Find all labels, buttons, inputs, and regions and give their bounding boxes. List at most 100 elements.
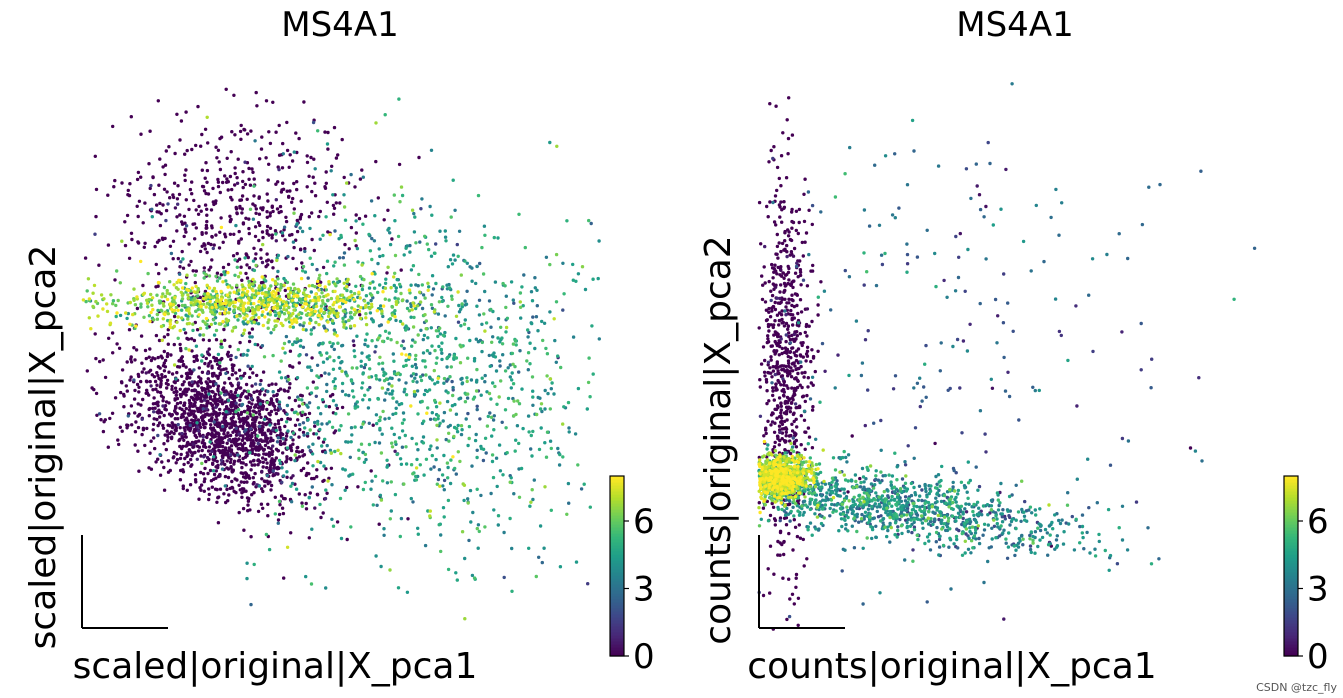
scatter-point: [173, 308, 177, 313]
scatter-point: [174, 426, 178, 430]
scatter-point: [325, 200, 329, 204]
scatter-point: [192, 198, 196, 203]
scatter-point: [126, 188, 130, 193]
scatter-point: [166, 332, 170, 337]
scatter-point: [253, 234, 258, 239]
scatter-point: [379, 564, 383, 569]
scatter-point: [283, 497, 287, 501]
scatter-point: [301, 430, 306, 435]
scatter-point: [342, 193, 346, 197]
scatter-point: [186, 293, 190, 297]
scatter-point: [133, 430, 138, 434]
scatter-point: [285, 545, 290, 549]
scatter-point: [408, 291, 412, 295]
scatter-point: [150, 303, 154, 307]
scatter-point: [161, 292, 165, 296]
scatter-point: [466, 392, 470, 396]
scatter-point: [219, 135, 224, 139]
scatter-point: [779, 249, 783, 254]
scatter-point: [251, 418, 255, 422]
scatter-point: [325, 422, 329, 426]
scatter-point: [161, 423, 165, 428]
scatter-point: [178, 478, 183, 482]
scatter-point: [247, 331, 252, 335]
scatter-point: [187, 348, 191, 352]
scatter-point: [253, 471, 257, 476]
scatter-point: [273, 310, 277, 314]
scatter-point: [247, 166, 251, 171]
scatter-point: [93, 154, 98, 158]
scatter-point: [208, 452, 213, 456]
scatter-point: [221, 240, 225, 244]
scatter-point: [576, 272, 581, 276]
scatter-point: [228, 218, 233, 222]
scatter-point: [300, 229, 305, 234]
scatter-point: [246, 301, 250, 305]
scatter-point: [334, 412, 338, 416]
scatter-point: [409, 315, 413, 319]
scatter-point: [331, 193, 335, 197]
scatter-point: [794, 209, 799, 213]
scatter-point: [444, 239, 448, 243]
scatter-point: [446, 265, 450, 269]
scatter-point: [368, 311, 373, 315]
scatter-point: [508, 363, 512, 367]
scatter-point: [388, 242, 393, 247]
scatter-point: [442, 453, 446, 458]
scatter-point: [194, 309, 198, 313]
scatter-point: [207, 392, 211, 396]
scatter-point: [291, 342, 295, 347]
scatter-point: [281, 432, 285, 437]
scatter-point: [313, 181, 317, 185]
scatter-point: [489, 325, 493, 329]
scatter-point: [526, 328, 530, 332]
scatter-point: [512, 414, 516, 418]
scatter-point: [159, 379, 163, 383]
scatter-point: [759, 362, 764, 366]
colorbar-segment: [610, 602, 624, 606]
scatter-point: [513, 339, 518, 343]
scatter-point: [408, 250, 412, 254]
scatter-point: [436, 334, 440, 339]
scatter-point: [302, 433, 306, 437]
scatter-point: [393, 253, 398, 258]
scatter-point: [211, 398, 215, 402]
scatter-point: [214, 199, 218, 203]
chart-title: MS4A1: [281, 5, 398, 45]
scatter-point: [489, 397, 493, 401]
scatter-point: [165, 291, 169, 295]
scatter-point: [321, 479, 325, 483]
scatter-point: [191, 322, 195, 326]
scatter-point: [201, 435, 205, 439]
scatter-point: [180, 286, 185, 290]
scatter-point: [263, 393, 267, 397]
scatter-point: [223, 381, 227, 385]
colorbar-segment: [610, 479, 624, 483]
scatter-point: [232, 459, 237, 463]
scatter-point: [448, 408, 453, 412]
scatter-point: [517, 212, 521, 216]
scatter-point: [155, 312, 160, 317]
scatter-point: [287, 195, 291, 199]
scatter-point: [115, 269, 119, 273]
scatter-point: [771, 369, 776, 373]
scatter-point: [358, 296, 362, 300]
scatter-point: [209, 322, 213, 327]
scatter-point: [237, 229, 241, 234]
scatter-point: [216, 376, 220, 380]
scatter-point: [787, 331, 791, 335]
scatter-point: [370, 339, 374, 343]
scatter-point: [335, 277, 339, 281]
scatter-point: [407, 309, 412, 313]
scatter-point: [409, 496, 413, 501]
scatter-point: [506, 366, 510, 370]
scatter-point: [261, 456, 265, 460]
scatter-point: [512, 399, 516, 403]
scatter-point: [136, 241, 141, 245]
scatter-point: [316, 459, 320, 464]
scatter-point: [309, 155, 313, 160]
scatter-point: [474, 380, 479, 384]
scatter-point: [218, 487, 223, 491]
scatter-point: [194, 269, 198, 273]
scatter-point: [213, 429, 217, 433]
